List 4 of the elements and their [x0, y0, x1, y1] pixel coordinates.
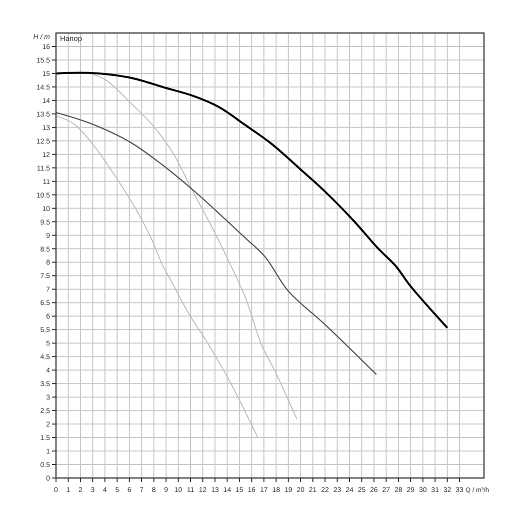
- line-series: [55, 72, 448, 329]
- line-series: [90, 72, 298, 420]
- line-series: [56, 115, 258, 438]
- line-series: [55, 112, 377, 376]
